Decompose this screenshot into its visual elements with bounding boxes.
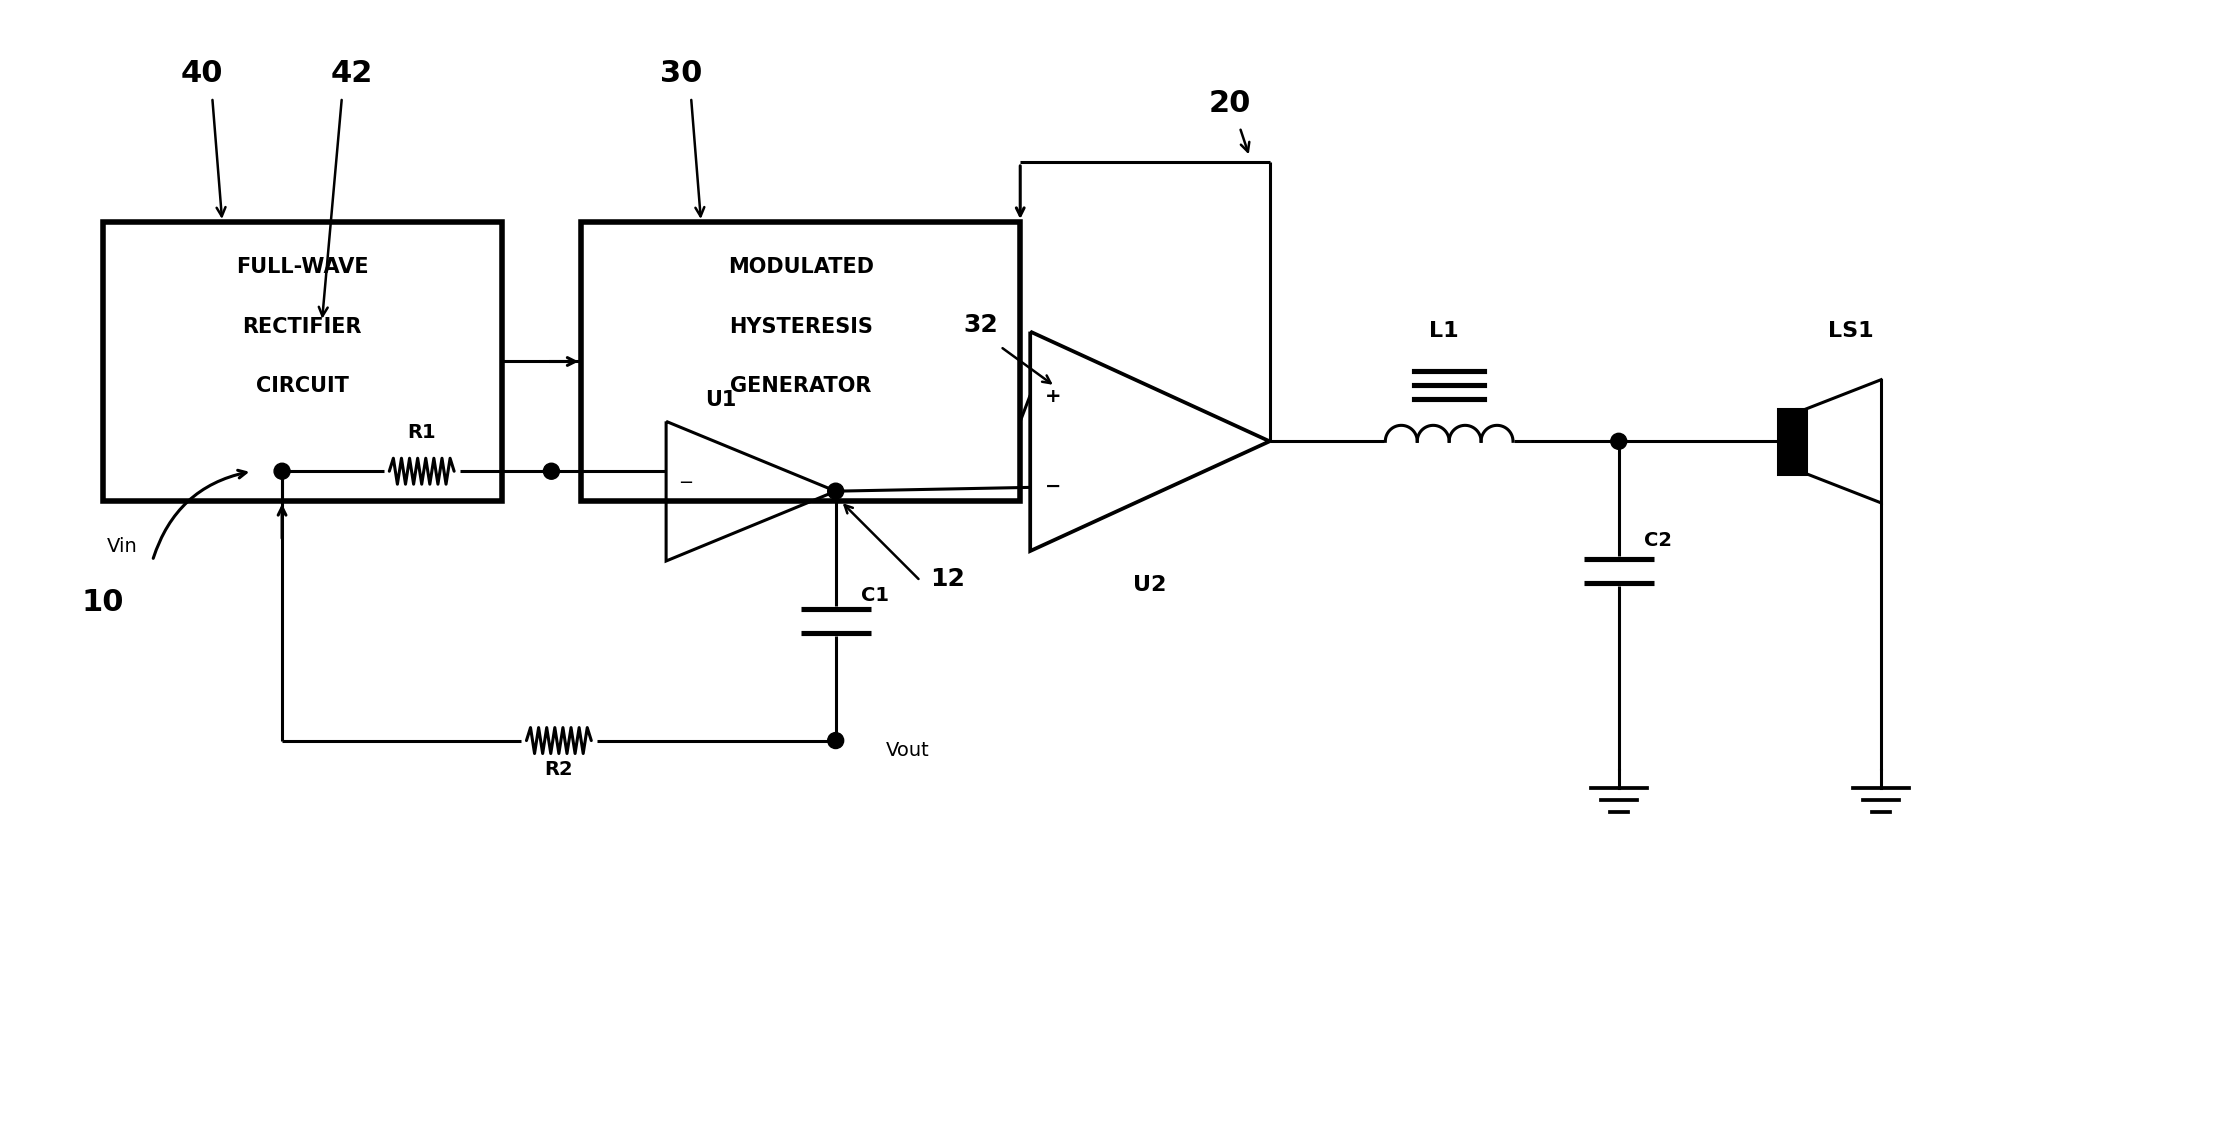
Text: CIRCUIT: CIRCUIT [256,377,349,397]
Text: −: − [1046,476,1061,495]
Bar [581,222,1021,501]
Text: 42: 42 [332,59,374,89]
Text: 30: 30 [661,59,703,89]
Text: +: + [1046,387,1061,406]
Text: R1: R1 [407,424,436,443]
Bar [1778,409,1807,474]
Circle shape [828,732,843,749]
Text: 12: 12 [930,567,966,591]
Text: C2: C2 [1644,531,1671,550]
Text: GENERATOR: GENERATOR [730,377,872,397]
Text: R2: R2 [545,760,574,779]
Text: U1: U1 [705,390,736,410]
Text: Vin: Vin [107,537,138,556]
Text: FULL-WAVE: FULL-WAVE [236,257,369,277]
Text: C1: C1 [861,586,888,605]
Text: LS1: LS1 [1829,321,1873,341]
Text: Vout: Vout [886,741,930,760]
Text: MODULATED: MODULATED [728,257,874,277]
Text: HYSTERESIS: HYSTERESIS [730,316,872,336]
Text: RECTIFIER: RECTIFIER [243,316,363,336]
Text: U2: U2 [1133,575,1166,595]
Text: 10: 10 [82,587,125,617]
Text: −: − [679,474,694,492]
Circle shape [828,483,843,499]
Text: L1: L1 [1428,321,1460,341]
Text: 40: 40 [180,59,222,89]
Circle shape [1611,434,1626,450]
Circle shape [274,463,289,479]
Circle shape [543,463,558,479]
Text: 20: 20 [1208,89,1250,118]
Text: 32: 32 [963,313,997,336]
Bar [102,222,501,501]
